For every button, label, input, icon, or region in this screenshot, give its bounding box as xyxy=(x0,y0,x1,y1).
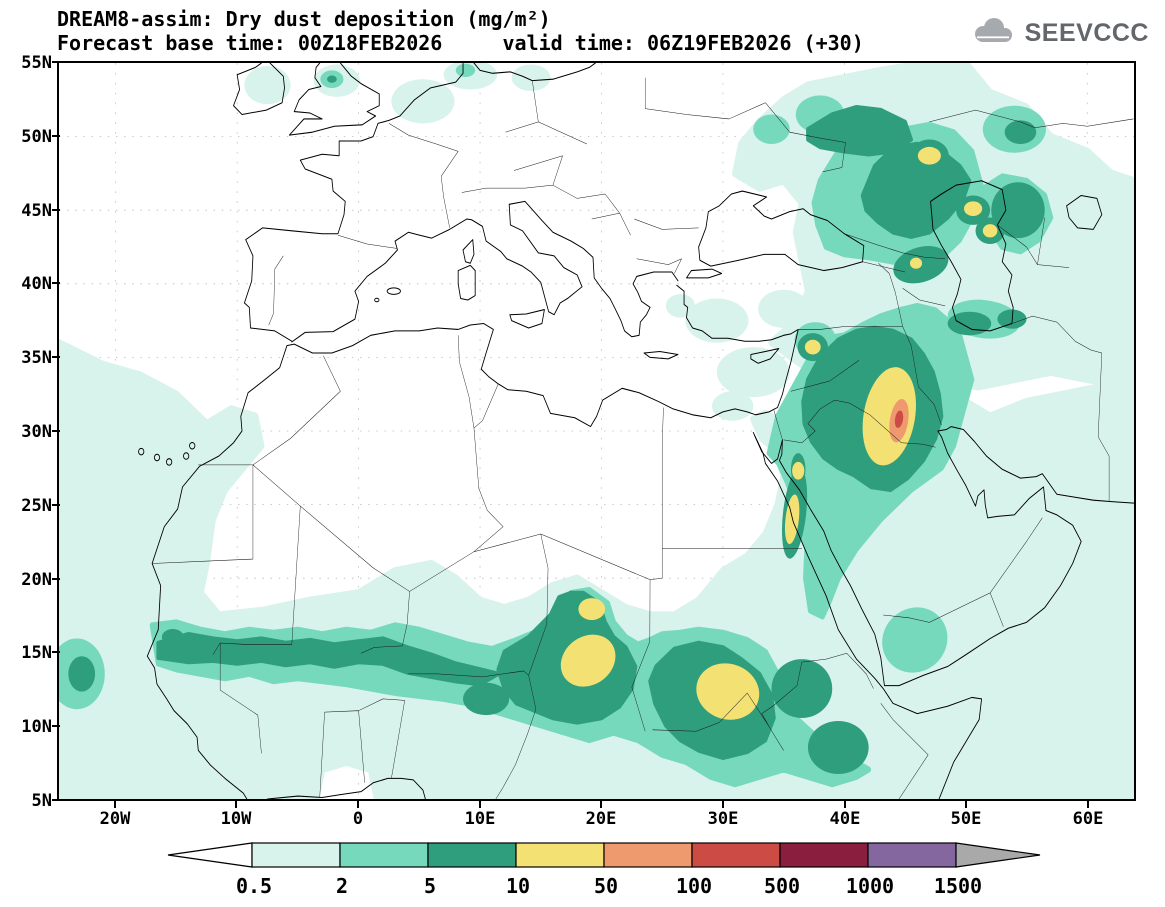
colorbar-level-label: 10 xyxy=(505,874,531,898)
x-axis-tick-label: 0 xyxy=(328,809,388,829)
y-axis-tick-label: 5N xyxy=(2,791,52,811)
y-axis-tick-label: 10N xyxy=(2,717,52,737)
x-axis-tick-label: 10E xyxy=(450,809,510,829)
cloud-icon xyxy=(968,16,1018,50)
colorbar-level-label: 100 xyxy=(675,874,713,898)
y-axis-tick-label: 25N xyxy=(2,496,52,516)
coastlines xyxy=(138,63,1134,799)
y-axis-tick-label: 35N xyxy=(2,348,52,368)
y-axis-tick-label: 40N xyxy=(2,274,52,294)
chart-title: DREAM8-assim: Dry dust deposition (mg/m²… xyxy=(57,7,551,31)
dust-deposition-field xyxy=(59,63,1134,799)
x-axis-tick-label: 20W xyxy=(85,809,145,829)
chart-subtitle: Forecast base time: 00Z18FEB2026 valid t… xyxy=(57,31,864,55)
y-axis-tick-label: 45N xyxy=(2,201,52,221)
country-borders xyxy=(152,77,1134,799)
x-axis-tick-label: 10W xyxy=(206,809,266,829)
seevccc-logo: SEEVCCC xyxy=(968,16,1149,50)
x-axis-tick-label: 20E xyxy=(571,809,631,829)
colorbar-level-label: 1000 xyxy=(845,874,895,898)
y-axis-tick-label: 50N xyxy=(2,127,52,147)
colorbar-level-label: 0.5 xyxy=(235,874,273,898)
colorbar-level-label: 5 xyxy=(423,874,437,898)
map-frame xyxy=(57,61,1136,801)
x-axis-tick-label: 50E xyxy=(936,809,996,829)
colorbar-level-label: 50 xyxy=(593,874,619,898)
logo-text: SEEVCCC xyxy=(1024,18,1149,47)
map-canvas xyxy=(59,63,1134,799)
y-axis-tick-label: 20N xyxy=(2,570,52,590)
colorbar-scale xyxy=(167,842,1041,868)
colorbar-level-label: 1500 xyxy=(933,874,983,898)
x-axis-tick-label: 60E xyxy=(1058,809,1118,829)
colorbar-level-label: 500 xyxy=(763,874,801,898)
y-axis-tick-label: 15N xyxy=(2,643,52,663)
x-axis-tick-label: 40E xyxy=(815,809,875,829)
colorbar-level-label: 2 xyxy=(335,874,349,898)
y-axis-tick-label: 30N xyxy=(2,422,52,442)
x-axis-tick-label: 30E xyxy=(693,809,753,829)
y-axis-tick-label: 55N xyxy=(2,53,52,73)
